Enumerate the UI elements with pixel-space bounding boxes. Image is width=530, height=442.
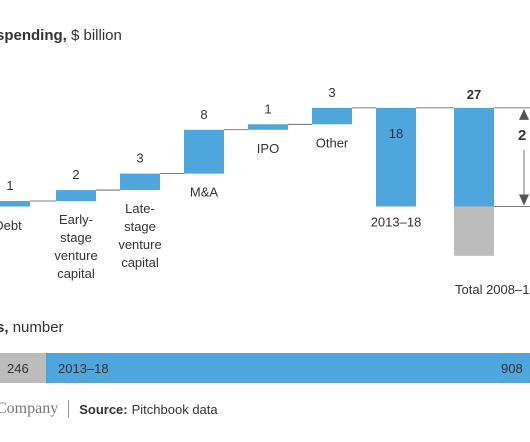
category-label-5: IPO [257,141,279,156]
total-bar-recent-segment [454,107,494,207]
category-label-3: Late-stage venture capital [118,201,161,270]
category-label-grand-total: Total 2008–1 [455,282,529,297]
brand-name: Company [0,400,59,417]
category-label-line: IPO [257,141,279,156]
source-label: Source: [79,401,128,417]
waterfall-bar-3 [120,173,160,191]
category-label-line: M&A [190,185,219,200]
category-label-line: venture [118,237,161,252]
bracket-annotation-label: 2 [518,127,526,144]
footer-divider [68,400,70,418]
waterfall-bar-total-period [376,107,416,207]
category-label-line: Other [316,135,349,150]
value-label-2: 2 [72,167,79,182]
deals-title-bold: s, [0,319,13,336]
category-label-1: Debt [0,218,22,233]
category-label-line: Late- [125,201,155,216]
waterfall-bar-2 [56,190,96,202]
waterfall-bar-5 [248,124,288,130]
category-label-line: Early- [59,212,93,227]
category-label-total-period: 2013–18 [371,215,422,230]
source-text: Pitchbook data [131,401,218,417]
waterfall-bar-6 [312,107,352,125]
bracket-arrow-head-up [519,108,529,120]
value-label-6: 3 [328,85,335,100]
category-label-line: capital [121,255,159,270]
value-label-total-period: 18 [389,126,403,141]
waterfall-bar-1 [0,201,30,207]
category-label-line: capital [57,266,95,281]
category-label-line: venture [54,248,97,263]
category-label-line: stage [124,219,156,234]
category-label-2: Early-stage venture capital [54,212,97,281]
waterfall-bar-4 [184,129,224,174]
category-label-line: Debt [0,218,22,233]
bracket-arrow-head-down [519,194,529,206]
deals-bar-earlier-segment [0,353,46,383]
value-label-3: 3 [136,151,143,166]
deals-value-earlier: 246 [7,361,29,376]
chart-title-unit: $ billion [71,27,122,44]
category-label-6: Other [316,135,349,150]
category-label-4: M&A [190,185,219,200]
total-bar-earlier-segment [454,206,494,256]
deals-title-unit: number [13,319,64,336]
deals-bar-recent-segment [46,353,530,383]
value-label-1: 1 [6,178,13,193]
value-label-4: 8 [200,107,207,122]
chart-title-bold: spending, [0,27,71,44]
footer: Company Source: Pitchbook data [0,400,218,418]
chart-title-deals: s, number [0,319,64,336]
category-label-line: stage [60,230,92,245]
deals-value-recent: 908 [501,361,523,376]
deals-segment-label-recent: 2013–18 [58,361,109,376]
value-label-grand-total: 27 [467,87,481,102]
chart-title-waterfall: spending, $ billion [0,27,122,44]
value-label-5: 1 [264,101,271,116]
